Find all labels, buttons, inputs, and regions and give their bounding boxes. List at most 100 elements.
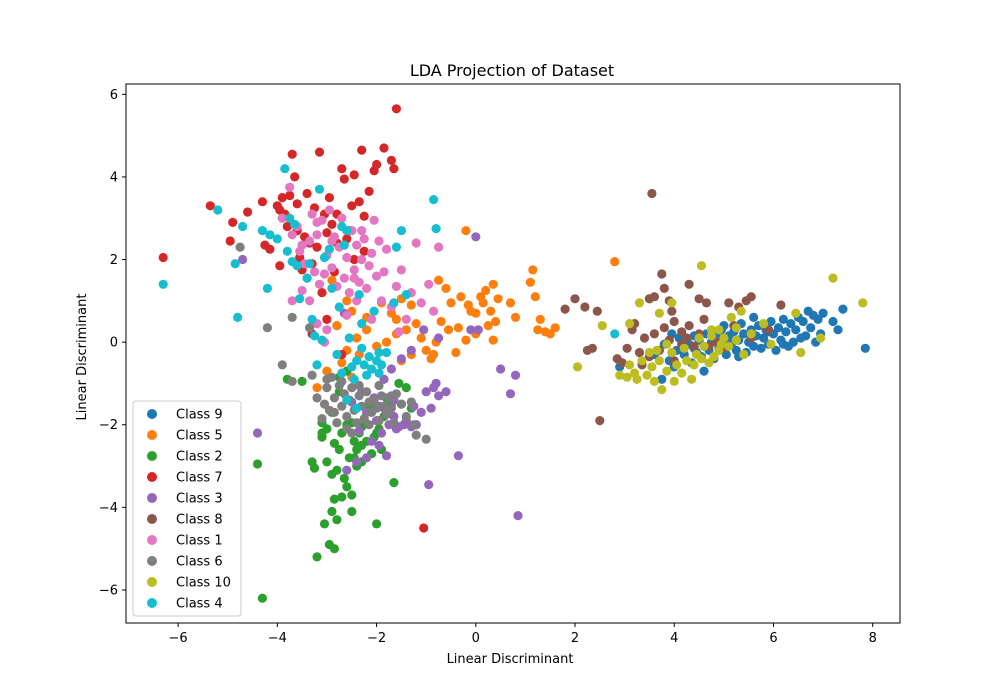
data-point-series-4-40 bbox=[419, 325, 429, 335]
data-point-series-9-46 bbox=[396, 226, 406, 236]
data-point-series-1-50 bbox=[550, 323, 560, 333]
data-point-series-9-38 bbox=[367, 364, 377, 374]
data-point-series-6-12 bbox=[314, 279, 325, 289]
data-point-series-6-61 bbox=[312, 217, 322, 227]
data-point-series-5-8 bbox=[701, 298, 712, 308]
data-point-series-2-25 bbox=[347, 506, 357, 517]
data-point-series-9-45 bbox=[391, 242, 401, 252]
data-point-series-7-51 bbox=[391, 389, 401, 399]
x-tick-label-5: 4 bbox=[670, 631, 678, 646]
data-point-series-9-47 bbox=[401, 290, 411, 300]
x-tick-label-1: −4 bbox=[268, 631, 287, 646]
data-point-series-0-18 bbox=[778, 314, 789, 324]
data-point-series-6-43 bbox=[401, 314, 411, 324]
data-point-series-8-27 bbox=[672, 360, 682, 370]
data-point-series-1-44 bbox=[505, 298, 516, 308]
data-point-series-9-0 bbox=[158, 279, 168, 289]
data-point-series-8-21 bbox=[694, 333, 704, 343]
data-point-series-5-11 bbox=[746, 292, 756, 302]
data-point-series-1-9 bbox=[481, 285, 491, 296]
data-point-series-0-2 bbox=[833, 325, 843, 335]
data-point-series-1-14 bbox=[493, 294, 503, 304]
legend-marker-4 bbox=[147, 493, 157, 503]
data-point-series-8-49 bbox=[625, 319, 635, 329]
data-point-series-5-22 bbox=[677, 327, 687, 337]
data-point-series-1-8 bbox=[478, 298, 488, 308]
data-point-series-3-37 bbox=[347, 201, 357, 211]
data-point-series-7-4 bbox=[287, 312, 297, 322]
data-point-series-4-2 bbox=[362, 453, 372, 463]
data-point-series-6-1 bbox=[277, 213, 287, 223]
data-point-series-9-49 bbox=[431, 224, 441, 234]
data-point-series-8-1 bbox=[828, 273, 838, 283]
data-point-series-4-26 bbox=[441, 387, 451, 397]
data-point-series-9-42 bbox=[376, 360, 387, 370]
data-point-series-3-53 bbox=[349, 254, 359, 265]
data-point-series-6-5 bbox=[297, 240, 307, 250]
data-point-series-7-45 bbox=[337, 376, 347, 386]
data-point-series-9-24 bbox=[327, 283, 337, 293]
data-point-series-1-0 bbox=[434, 275, 444, 285]
y-axis-ticks: −6 −4 −2 0 2 4 6 bbox=[99, 88, 126, 598]
data-point-series-8-6 bbox=[726, 312, 736, 322]
data-point-series-7-1 bbox=[262, 323, 272, 333]
data-point-series-6-22 bbox=[339, 273, 349, 283]
data-point-series-7-46 bbox=[322, 374, 332, 384]
data-point-series-3-24 bbox=[312, 242, 322, 252]
data-point-series-6-48 bbox=[434, 242, 444, 252]
data-point-series-2-12 bbox=[327, 506, 337, 517]
data-point-series-6-0 bbox=[285, 182, 295, 192]
data-point-series-4-32 bbox=[510, 370, 521, 380]
data-point-series-8-11 bbox=[731, 335, 741, 345]
data-point-series-4-8 bbox=[381, 451, 392, 461]
data-point-series-2-16 bbox=[332, 465, 342, 475]
data-point-series-2-42 bbox=[401, 383, 411, 393]
data-point-series-9-15 bbox=[295, 294, 305, 304]
data-point-series-8-7 bbox=[736, 306, 746, 316]
data-point-series-9-54 bbox=[374, 347, 384, 358]
data-point-series-8-4 bbox=[791, 308, 801, 318]
data-point-series-8-9 bbox=[759, 319, 769, 329]
legend-marker-2 bbox=[147, 451, 157, 461]
data-point-series-1-2 bbox=[446, 298, 456, 308]
legend-label-8: Class 10 bbox=[176, 576, 231, 591]
data-point-series-5-41 bbox=[560, 304, 570, 314]
data-point-series-1-43 bbox=[510, 312, 521, 322]
data-point-series-7-37 bbox=[389, 418, 399, 428]
data-point-series-6-31 bbox=[362, 283, 372, 293]
data-point-series-1-16 bbox=[443, 325, 454, 335]
data-point-series-6-8 bbox=[305, 236, 315, 246]
x-axis-label: Linear Discriminant bbox=[447, 652, 574, 667]
data-point-series-4-34 bbox=[342, 465, 352, 475]
data-point-series-9-32 bbox=[352, 356, 362, 366]
data-point-series-4-3 bbox=[367, 436, 377, 446]
data-point-series-1-1 bbox=[441, 283, 451, 293]
data-point-series-7-23 bbox=[354, 391, 364, 401]
data-point-series-4-22 bbox=[426, 403, 436, 413]
data-point-series-4-45 bbox=[379, 374, 389, 384]
data-point-series-8-2 bbox=[816, 333, 826, 343]
data-point-series-9-8 bbox=[272, 234, 282, 244]
data-point-series-8-18 bbox=[704, 358, 714, 368]
data-point-series-4-38 bbox=[396, 354, 406, 364]
data-point-series-6-55 bbox=[287, 296, 297, 306]
data-point-series-7-22 bbox=[352, 418, 362, 428]
data-point-series-3-1 bbox=[205, 201, 215, 211]
data-point-series-9-48 bbox=[429, 195, 439, 205]
data-point-series-6-34 bbox=[369, 215, 379, 225]
data-point-series-8-48 bbox=[667, 298, 677, 308]
data-point-series-2-14 bbox=[329, 544, 339, 554]
data-point-series-5-33 bbox=[622, 343, 632, 353]
data-point-series-8-29 bbox=[667, 347, 677, 358]
x-tick-label-6: 6 bbox=[769, 631, 777, 646]
data-point-series-9-56 bbox=[344, 333, 354, 343]
data-point-series-3-2 bbox=[225, 236, 235, 246]
data-point-series-7-30 bbox=[372, 403, 382, 413]
data-point-series-8-40 bbox=[630, 368, 640, 378]
data-point-series-1-56 bbox=[327, 275, 337, 285]
legend-marker-0 bbox=[147, 409, 157, 419]
data-point-series-5-44 bbox=[699, 314, 709, 324]
data-point-series-0-0 bbox=[860, 343, 870, 353]
data-point-series-8-3 bbox=[796, 347, 806, 358]
data-point-series-9-30 bbox=[347, 362, 357, 372]
